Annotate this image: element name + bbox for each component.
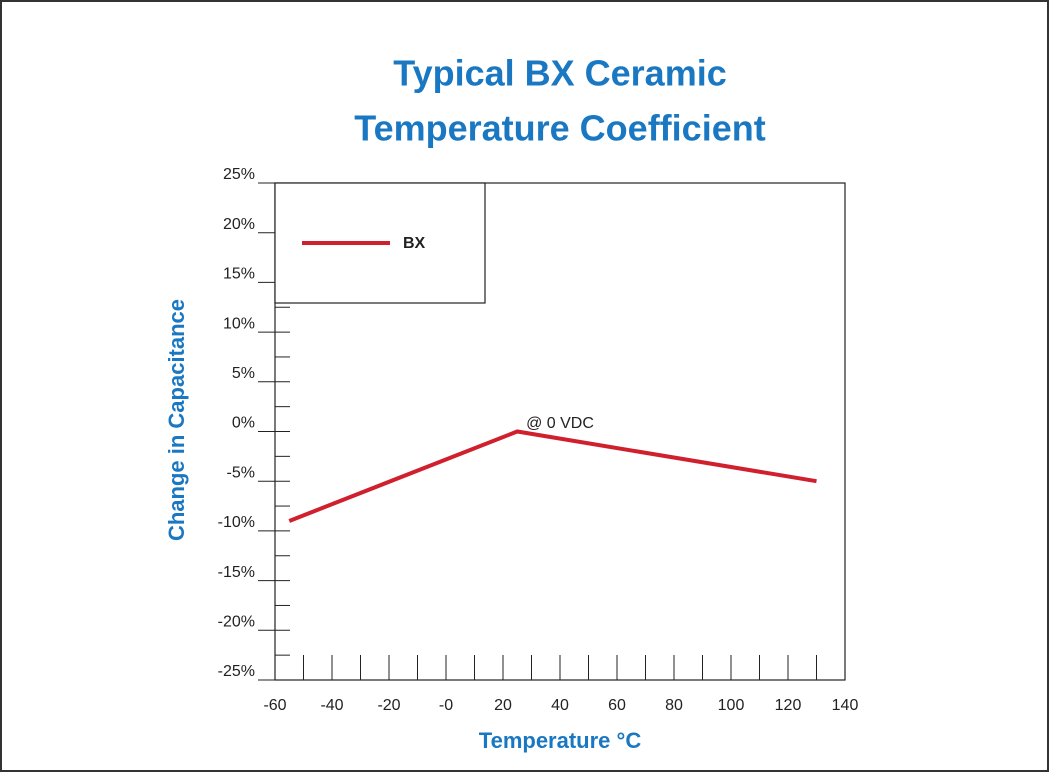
x-axis-label: Temperature °C (479, 728, 642, 753)
y-tick-label: -5% (227, 464, 255, 481)
x-tick-label: 80 (665, 697, 683, 714)
y-axis-label: Change in Capacitance (164, 299, 189, 541)
y-tick-label: -25% (218, 663, 255, 680)
x-tick-label: 40 (551, 697, 569, 714)
x-tick-label: 120 (775, 697, 802, 714)
data-line (288, 429, 817, 523)
y-tick-label: -20% (218, 614, 255, 631)
y-tick-label: 20% (223, 216, 255, 233)
y-tick-label: -15% (218, 564, 255, 581)
y-tick-label: 5% (232, 365, 255, 382)
chart-title: Typical BX Ceramic (393, 53, 726, 94)
x-tick-label: -0 (439, 697, 453, 714)
y-tick-label: 0% (232, 415, 255, 432)
legend-label: BX (403, 235, 426, 252)
x-tick-label: 60 (608, 697, 626, 714)
x-tick-label: 140 (832, 697, 859, 714)
x-tick-label: 100 (718, 697, 745, 714)
y-tick-label: 10% (223, 315, 255, 332)
y-tick-label: 25% (223, 166, 255, 183)
y-tick-label: -10% (218, 514, 255, 531)
x-tick-label: -20 (377, 697, 400, 714)
x-tick-label: -40 (320, 697, 343, 714)
annotation: @ 0 VDC (526, 415, 594, 432)
y-tick-label: 15% (223, 266, 255, 283)
chart-title: Temperature Coefficient (354, 108, 765, 149)
x-tick-label: 20 (494, 697, 512, 714)
x-tick-label: -60 (263, 697, 286, 714)
